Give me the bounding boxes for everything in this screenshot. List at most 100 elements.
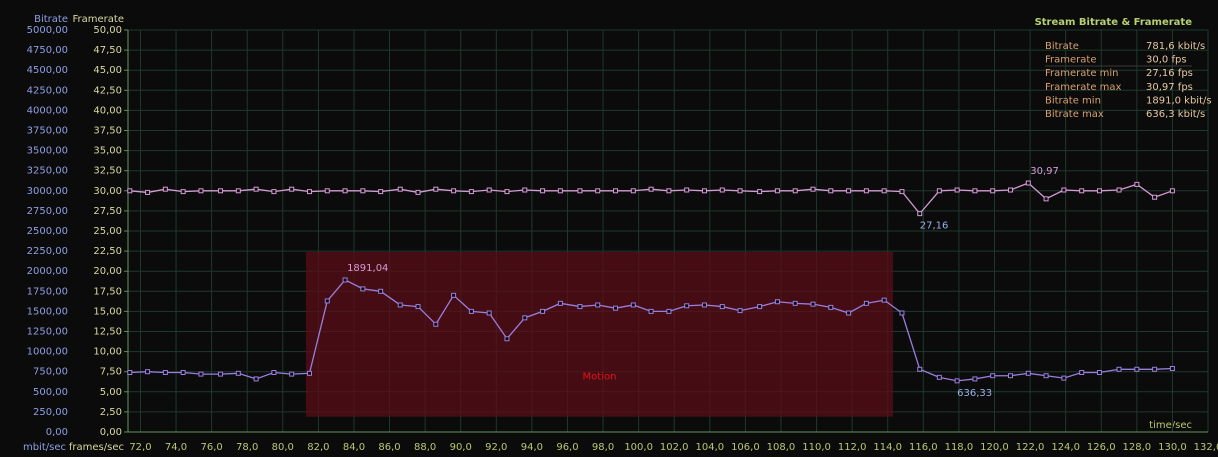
y2-tick-label: 22,50: [93, 246, 122, 257]
info-label: Framerate: [1045, 55, 1096, 66]
y-tick-label: 5000,00: [27, 25, 68, 36]
point: [235, 370, 241, 376]
point: [1096, 370, 1102, 376]
x-tick-label: 118,0: [945, 442, 974, 453]
x-tick-label: 108,0: [767, 442, 796, 453]
info-value: 30,97 fps: [1146, 82, 1193, 93]
y-tick-label: 2500,00: [27, 226, 68, 237]
y2-tick-label: 0,00: [100, 427, 122, 438]
point: [719, 187, 725, 193]
point: [595, 188, 601, 194]
x-tick-label: 72,0: [129, 442, 151, 453]
point: [899, 189, 905, 195]
x-tick-label: 124,0: [1051, 442, 1080, 453]
point: [774, 188, 780, 194]
x-tick-label: 110,0: [802, 442, 831, 453]
point: [504, 189, 510, 195]
y2-tick-label: 42,50: [93, 85, 122, 96]
value-label: 636,33: [957, 388, 992, 399]
point: [1169, 188, 1175, 194]
y-tick-label: 3250,00: [27, 166, 68, 177]
x-tick-label: 80,0: [272, 442, 294, 453]
y2-tick-label: 32,50: [93, 166, 122, 177]
point: [954, 187, 960, 193]
y2-tick-label: 2,50: [100, 407, 122, 418]
point: [917, 366, 923, 372]
point: [881, 297, 887, 303]
chart-title: Stream Bitrate & Framerate: [1035, 17, 1193, 28]
point: [451, 292, 457, 298]
point: [1134, 366, 1140, 372]
point: [1025, 180, 1031, 186]
y-tick-label: 750,00: [33, 367, 68, 378]
x-tick-label: 90,0: [450, 442, 472, 453]
point: [360, 188, 366, 194]
point: [306, 370, 312, 376]
x-tick-label: 96,0: [556, 442, 578, 453]
x-tick-label: 86,0: [378, 442, 400, 453]
point: [917, 211, 923, 217]
y-tick-label: 3000,00: [27, 186, 68, 197]
y2-tick-label: 45,00: [93, 65, 122, 76]
point: [504, 336, 510, 342]
motion-region: [305, 251, 894, 417]
point: [145, 369, 151, 375]
x-tick-label: 98,0: [592, 442, 614, 453]
point: [684, 303, 690, 309]
point: [324, 298, 330, 304]
y-tick-label: 250,00: [33, 407, 68, 418]
point: [846, 310, 852, 316]
point: [1152, 366, 1158, 372]
point: [936, 188, 942, 194]
point: [162, 186, 168, 192]
x-tick-label: 106,0: [731, 442, 760, 453]
point: [881, 188, 887, 194]
y2-tick-label: 10,00: [93, 347, 122, 358]
point: [127, 370, 133, 376]
point: [218, 188, 224, 194]
point: [378, 189, 384, 195]
point: [540, 308, 546, 314]
info-label: Bitrate min: [1045, 95, 1101, 106]
x-tick-label: 114,0: [873, 442, 902, 453]
point: [451, 188, 457, 194]
x-tick-label: 84,0: [343, 442, 365, 453]
y-tick-label: 1250,00: [27, 327, 68, 338]
point: [936, 374, 942, 380]
x-tick-label: 102,0: [660, 442, 689, 453]
y-tick-label: 2750,00: [27, 206, 68, 217]
point: [253, 186, 259, 192]
x-tick-label: 88,0: [414, 442, 436, 453]
x-tick-label: 130,0: [1158, 442, 1187, 453]
y2-tick-label: 15,00: [93, 306, 122, 317]
y2-tick-label: 20,00: [93, 266, 122, 277]
y-tick-label: 2000,00: [27, 266, 68, 277]
y-axis-label: Bitrate: [34, 14, 68, 25]
point: [1096, 188, 1102, 194]
point: [342, 277, 348, 283]
info-value: 781,6 kbit/s: [1146, 41, 1205, 52]
x-tick-label: 128,0: [1123, 442, 1152, 453]
point: [198, 188, 204, 194]
point: [271, 370, 277, 376]
y-tick-label: 4000,00: [27, 105, 68, 116]
x-tick-label: 78,0: [236, 442, 258, 453]
y-tick-label: 4250,00: [27, 85, 68, 96]
value-label: 1891,04: [347, 263, 388, 274]
info-label: Framerate max: [1045, 82, 1122, 93]
point: [468, 189, 474, 195]
point: [595, 302, 601, 308]
point: [306, 189, 312, 195]
point: [557, 188, 563, 194]
point: [828, 304, 834, 310]
point: [415, 304, 421, 310]
point: [757, 189, 763, 195]
x-tick-label: 132,0: [1194, 442, 1218, 453]
y2-tick-label: 35,00: [93, 146, 122, 157]
point: [613, 305, 619, 311]
x-tick-label: 116,0: [909, 442, 938, 453]
y-tick-label: 3500,00: [27, 146, 68, 157]
point: [289, 186, 295, 192]
